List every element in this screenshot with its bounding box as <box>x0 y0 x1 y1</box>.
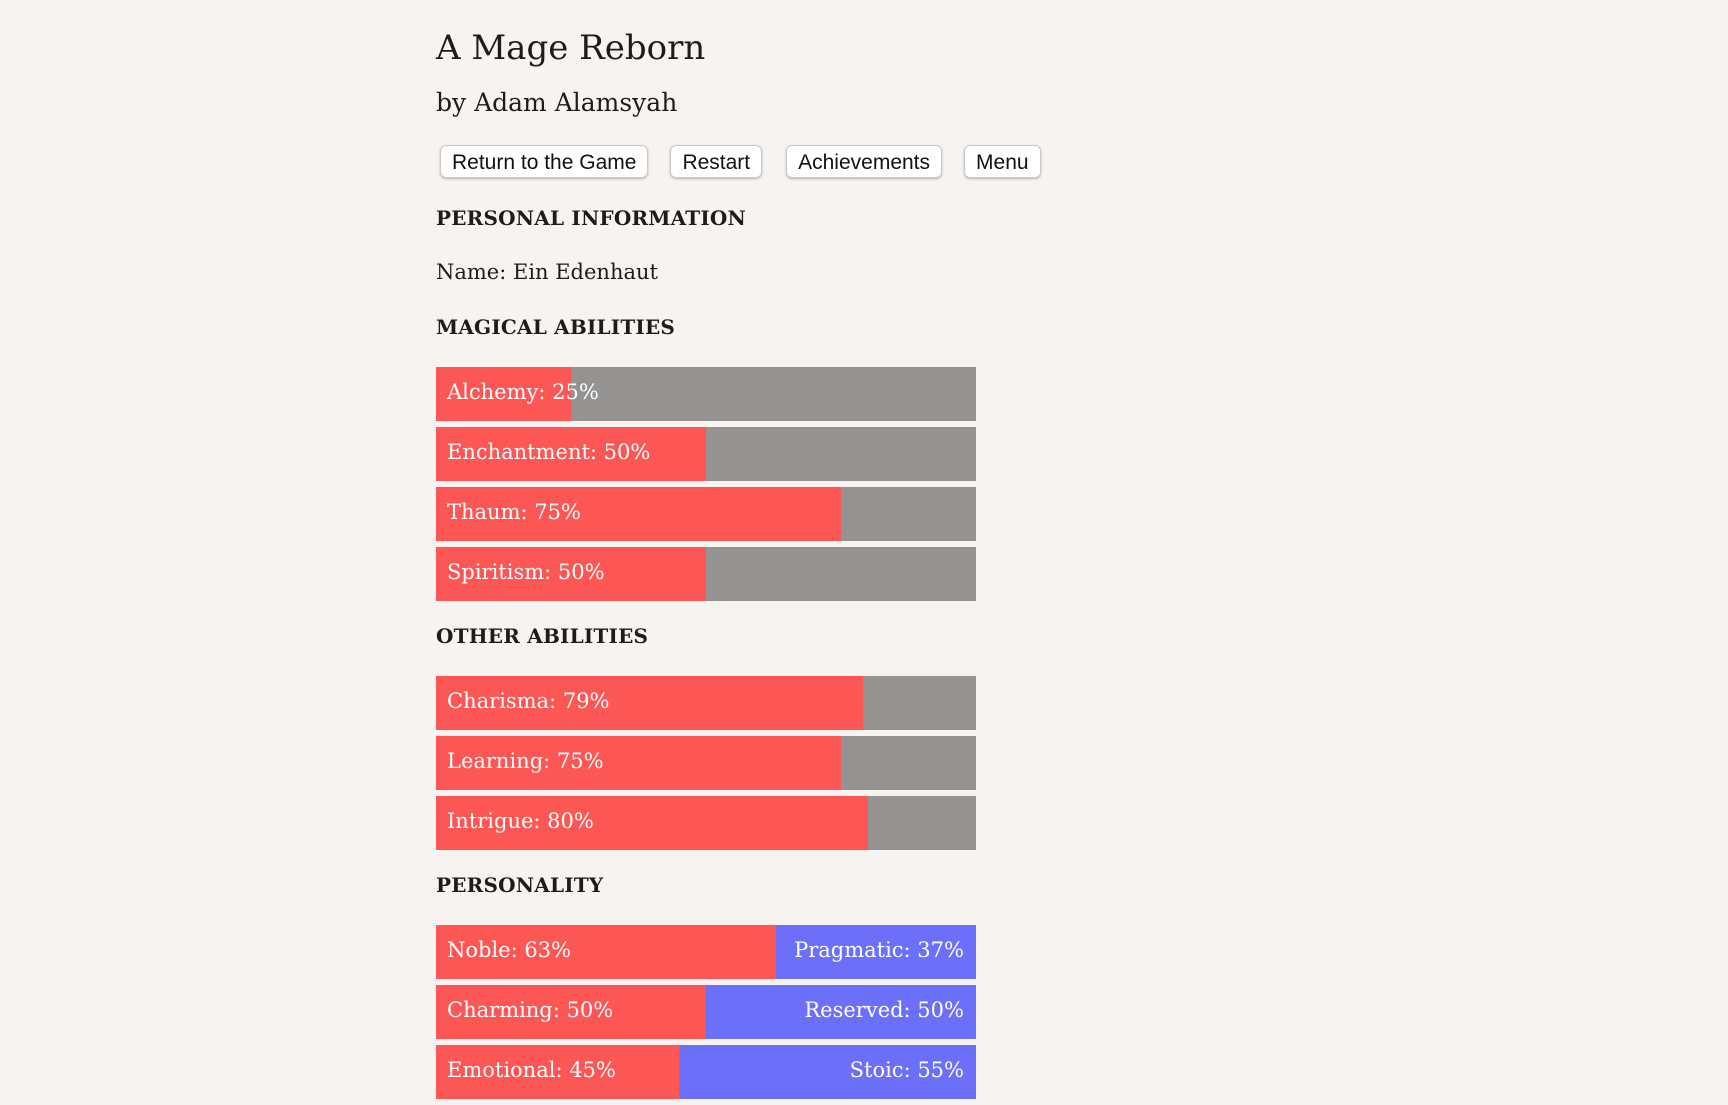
stat-bar-fill <box>436 427 706 481</box>
stat-bar: Alchemy: 25% <box>436 367 976 421</box>
game-author: by Adam Alamsyah <box>436 88 678 117</box>
other-abilities-bars: Charisma: 79% Learning: 75% Intrigue: 80% <box>436 676 976 856</box>
opposed-stat-left-label: Noble: 63% <box>447 938 572 962</box>
stat-label: Spiritism: 50% <box>447 560 605 584</box>
opposed-stat-left-label: Emotional: 45% <box>447 1058 616 1082</box>
stat-bar: Thaum: 75% <box>436 487 976 541</box>
stat-label: Learning: 75% <box>447 749 604 773</box>
opposed-stat-right-label: Pragmatic: 37% <box>794 938 964 962</box>
opposed-stat-fill <box>436 925 777 979</box>
stat-bar: Enchantment: 50% <box>436 427 976 481</box>
stat-bar-fill <box>436 367 571 421</box>
opposed-stat-bar: Emotional: 45% Stoic: 55% <box>436 1045 976 1099</box>
stat-label: Charisma: 79% <box>447 689 610 713</box>
stat-label: Intrigue: 80% <box>447 809 594 833</box>
stat-bar-fill <box>436 676 863 730</box>
menu-button[interactable]: Menu <box>964 145 1041 178</box>
game-title: A Mage Reborn <box>436 28 706 68</box>
stat-label: Alchemy: 25% <box>447 380 599 404</box>
stat-bar: Charisma: 79% <box>436 676 976 730</box>
return-to-game-button[interactable]: Return to the Game <box>440 145 649 178</box>
opposed-stat-right-label: Reserved: 50% <box>804 998 964 1022</box>
character-name: Name: Ein Edenhaut <box>436 260 658 284</box>
opposed-stat-right-label: Stoic: 55% <box>849 1058 964 1082</box>
stat-bar: Intrigue: 80% <box>436 796 976 850</box>
stat-label: Enchantment: 50% <box>447 440 651 464</box>
personality-bars: Noble: 63% Pragmatic: 37% Charming: 50% Res… <box>436 925 976 1105</box>
stat-bar-fill <box>436 796 868 850</box>
personality-heading: PERSONALITY <box>436 873 604 897</box>
other-abilities-heading: OTHER ABILITIES <box>436 624 649 648</box>
magical-abilities-bars: Alchemy: 25% Enchantment: 50% Thaum: 75% Sp… <box>436 367 976 607</box>
opposed-stat-fill <box>436 985 706 1039</box>
stat-label: Thaum: 75% <box>447 500 581 524</box>
opposed-stat-left-label: Charming: 50% <box>447 998 614 1022</box>
personal-info-heading: PERSONAL INFORMATION <box>436 206 746 230</box>
stat-bar-fill <box>436 736 841 790</box>
stat-bar: Learning: 75% <box>436 736 976 790</box>
achievements-button[interactable]: Achievements <box>786 145 943 178</box>
stat-bar-fill <box>436 547 706 601</box>
opposed-stat-bar: Noble: 63% Pragmatic: 37% <box>436 925 976 979</box>
toolbar: Return to the Game Restart Achievements … <box>440 145 1063 178</box>
magical-abilities-heading: MAGICAL ABILITIES <box>436 315 676 339</box>
stat-bar-fill <box>436 487 841 541</box>
stat-bar: Spiritism: 50% <box>436 547 976 601</box>
opposed-stat-bar: Charming: 50% Reserved: 50% <box>436 985 976 1039</box>
restart-button[interactable]: Restart <box>670 145 763 178</box>
